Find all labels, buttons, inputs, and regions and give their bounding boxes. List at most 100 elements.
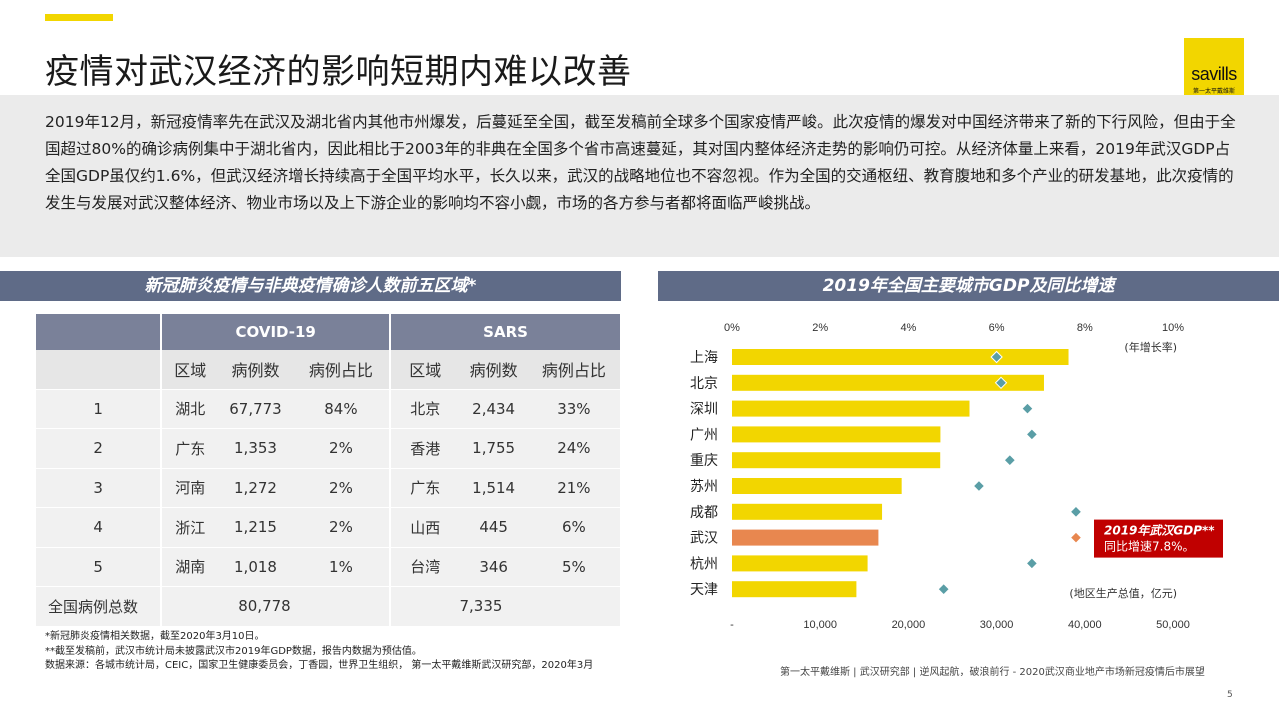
table-title: 新冠肺炎疫情与非典疫情确诊人数前五区域* bbox=[144, 276, 477, 296]
top-axis-tick-label: 4% bbox=[900, 322, 916, 334]
covid-share-header: 病例占比 bbox=[292, 350, 391, 389]
sars-share-cell: 33% bbox=[527, 388, 620, 429]
covid-share-cell: 2% bbox=[292, 507, 391, 547]
growth-marker bbox=[1021, 402, 1034, 415]
rank-cell: 5 bbox=[36, 546, 162, 587]
sars-cases-cell: 1,755 bbox=[459, 428, 528, 468]
table-row: 5 湖南 1,018 1% 台湾 346 5% bbox=[36, 546, 620, 587]
covid-region-cell: 浙江 bbox=[160, 507, 219, 547]
footer-text: 第一太平戴维斯 | 武汉研究部 | 逆风起航，破浪前行 - 2020武汉商业地产… bbox=[780, 667, 1205, 678]
annotation-line-2: 同比增速7.8%。 bbox=[1104, 540, 1195, 554]
annotation-box bbox=[1094, 519, 1223, 558]
sars-region-cell: 香港 bbox=[389, 428, 460, 468]
gdp-bar bbox=[732, 374, 1044, 391]
growth-marker bbox=[1069, 531, 1083, 544]
sars-region-cell: 台湾 bbox=[389, 546, 460, 587]
gdp-bar bbox=[732, 452, 941, 469]
category-label: 重庆 bbox=[690, 453, 718, 469]
table-header-bar: 新冠肺炎疫情与非典疫情确诊人数前五区域* bbox=[0, 271, 621, 301]
covid-cases-cell: 1,272 bbox=[218, 467, 293, 508]
covid-cases-cell: 1,018 bbox=[218, 546, 293, 587]
growth-marker bbox=[937, 582, 950, 596]
gdp-bar bbox=[732, 426, 941, 443]
covid-cases-cell: 1,353 bbox=[218, 428, 293, 468]
sars-region-cell: 广东 bbox=[389, 467, 460, 508]
top-axis-tick-label: 10% bbox=[1162, 322, 1184, 334]
cases-table: COVID-19 SARS 区域 病例数 病例占比 区域 病例数 病例占比 1 … bbox=[36, 314, 620, 626]
sars-share-cell: 24% bbox=[527, 428, 620, 468]
annotation-line-1: 2019年武汉GDP** bbox=[1104, 524, 1215, 538]
title-accent-bar bbox=[45, 14, 113, 21]
gdp-bar bbox=[732, 400, 970, 417]
note-line: **截至发稿前，武汉市统计局未披露武汉市2019年GDP数据，报告内数据为预估值… bbox=[45, 645, 422, 657]
category-label: 上海 bbox=[690, 350, 718, 366]
table-notes: *新冠肺炎疫情相关数据，截至2020年3月10日。 **截至发稿前，武汉市统计局… bbox=[45, 630, 593, 674]
savills-logo: savills 第一太平戴维斯 bbox=[1184, 38, 1244, 96]
bottom-axis-label: (地区生产总值，亿元) bbox=[1069, 586, 1177, 600]
covid-region-cell: 广东 bbox=[160, 428, 219, 468]
logo-wordmark: savills bbox=[1191, 64, 1237, 84]
sars-group-header: SARS bbox=[389, 314, 620, 350]
sars-cases-header: 病例数 bbox=[459, 350, 528, 389]
covid-share-cell: 84% bbox=[292, 388, 391, 429]
top-axis-tick-label: 8% bbox=[1077, 322, 1093, 334]
total-label-cell: 全国病例总数 bbox=[36, 586, 162, 626]
rank-cell: 3 bbox=[36, 467, 162, 508]
bottom-axis-tick-label: 50,000 bbox=[1156, 619, 1190, 631]
covid-total-cell: 80,778 bbox=[218, 586, 391, 626]
growth-marker bbox=[990, 350, 1003, 364]
top-axis-label: (年增长率) bbox=[1124, 340, 1177, 354]
table-total-row: 全国病例总数 80,778 7,335 bbox=[36, 586, 620, 626]
gdp-bar bbox=[732, 478, 902, 494]
covid-group-header: COVID-19 bbox=[160, 314, 391, 350]
table-row: 4 浙江 1,215 2% 山西 445 6% bbox=[36, 507, 620, 547]
growth-marker bbox=[1025, 428, 1039, 441]
sars-cases-cell: 346 bbox=[459, 546, 528, 587]
table-row: 1 湖北 67,773 84% 北京 2,434 33% bbox=[36, 388, 620, 429]
covid-region-cell: 湖南 bbox=[160, 546, 219, 587]
sars-region-cell: 山西 bbox=[389, 507, 460, 547]
category-label: 深圳 bbox=[690, 402, 718, 418]
growth-marker bbox=[972, 479, 986, 493]
growth-marker bbox=[1025, 557, 1039, 570]
table-row: 2 广东 1,353 2% 香港 1,755 24% bbox=[36, 428, 620, 468]
covid-cases-header: 病例数 bbox=[218, 350, 293, 389]
covid-share-cell: 1% bbox=[292, 546, 391, 587]
category-label: 苏州 bbox=[690, 479, 718, 495]
top-axis-tick-label: 2% bbox=[812, 322, 828, 334]
table-row: 3 河南 1,272 2% 广东 1,514 21% bbox=[36, 467, 620, 508]
gdp-bar bbox=[732, 581, 857, 598]
table-group-header-row: COVID-19 SARS bbox=[36, 314, 620, 350]
table-sub-header-row: 区域 病例数 病例占比 区域 病例数 病例占比 bbox=[36, 350, 620, 389]
logo-subtitle: 第一太平戴维斯 bbox=[1192, 88, 1235, 95]
sars-cases-cell: 445 bbox=[459, 507, 528, 547]
bottom-axis-tick-label: 30,000 bbox=[980, 619, 1014, 631]
chart-title: 2019年全国主要城市GDP及同比增速 bbox=[822, 276, 1115, 296]
rank-cell: 1 bbox=[36, 388, 162, 429]
bottom-axis-tick-label: 40,000 bbox=[1068, 619, 1102, 631]
category-label: 广州 bbox=[690, 427, 718, 443]
bottom-axis-tick-label: - bbox=[730, 619, 734, 631]
category-label: 杭州 bbox=[690, 556, 718, 572]
gdp-bar bbox=[732, 555, 868, 572]
note-line: 数据来源：各城市统计局，CEIC，国家卫生健康委员会，丁香园，世界卫生组织， 第… bbox=[45, 660, 594, 671]
covid-share-cell: 2% bbox=[292, 467, 391, 508]
growth-marker bbox=[994, 376, 1008, 390]
note-line: *新冠肺炎疫情相关数据，截至2020年3月10日。 bbox=[45, 631, 265, 642]
covid-cases-cell: 67,773 bbox=[218, 388, 293, 429]
top-axis-tick-label: 0% bbox=[724, 322, 740, 334]
covid-region-cell: 湖北 bbox=[160, 388, 219, 429]
top-axis-tick-label: 6% bbox=[989, 322, 1005, 334]
category-label: 武汉 bbox=[690, 531, 718, 547]
sars-share-cell: 6% bbox=[527, 507, 620, 547]
page-number: 5 bbox=[1227, 690, 1233, 700]
rank-cell: 4 bbox=[36, 507, 162, 547]
growth-marker bbox=[1069, 505, 1083, 519]
rank-cell: 2 bbox=[36, 428, 162, 468]
gdp-bar bbox=[732, 503, 883, 520]
sars-total-cell: 7,335 bbox=[459, 586, 620, 626]
category-label: 天津 bbox=[690, 582, 718, 598]
category-label: 成都 bbox=[690, 505, 718, 521]
intro-panel: 2019年12月，新冠疫情率先在武汉及湖北省内其他市州爆发，后蔓延至全国，截至发… bbox=[0, 95, 1279, 257]
sars-region-cell: 北京 bbox=[389, 388, 460, 429]
